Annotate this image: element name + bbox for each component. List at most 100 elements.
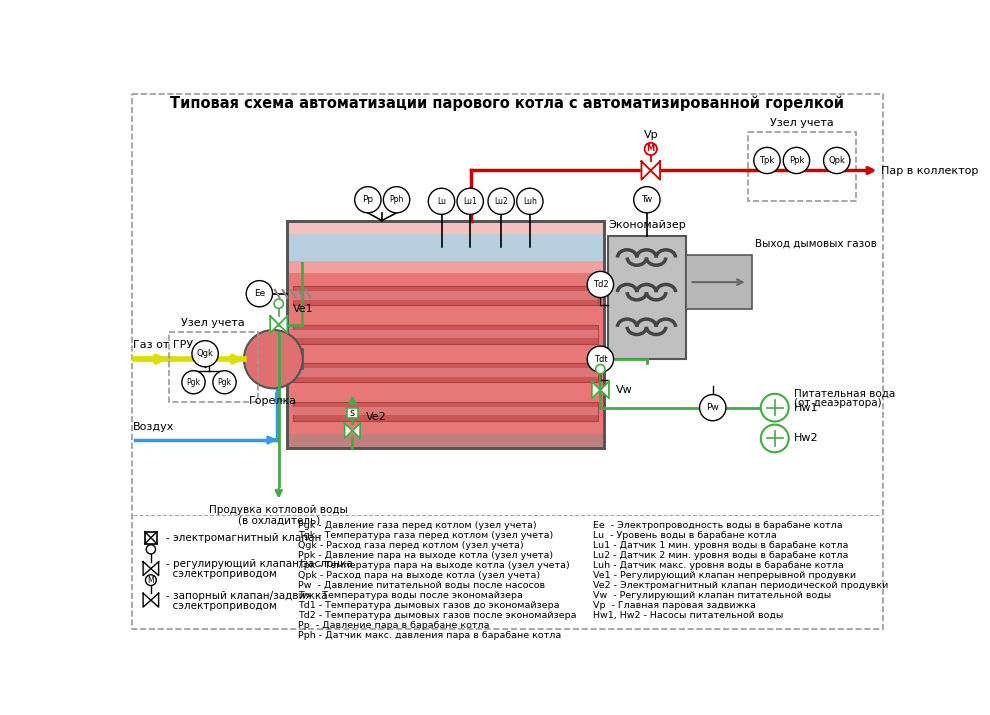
Circle shape [354,187,381,213]
Polygon shape [592,382,600,398]
Text: Воздух: Воздух [133,423,174,433]
Bar [346,408,357,418]
Polygon shape [600,382,609,398]
Bar [293,286,598,305]
Bar [145,532,157,544]
Text: Экономайзер: Экономайзер [608,220,686,230]
Circle shape [147,545,155,554]
Text: Td2: Td2 [593,280,608,289]
Text: Пар в коллектор: Пар в коллектор [881,165,978,175]
Polygon shape [279,316,287,333]
Circle shape [760,425,789,453]
Text: Горелка: Горелка [249,396,297,406]
Text: Pph - Датчик макс. давления пара в барабане котла: Pph - Датчик макс. давления пара в бараб… [298,631,561,640]
Text: - электромагнитный клапан: - электромагнитный клапан [166,533,322,543]
Bar [686,255,751,309]
Circle shape [596,365,605,374]
Text: Pgk - Давление газа перед котлом (узел учета): Pgk - Давление газа перед котлом (узел у… [298,521,537,530]
Polygon shape [642,162,650,179]
Polygon shape [345,423,352,438]
Circle shape [634,187,660,213]
Text: M: M [646,144,654,154]
Text: Hw1, Hw2 - Насосы питательной воды: Hw1, Hw2 - Насосы питательной воды [593,611,783,620]
Circle shape [247,280,272,307]
Circle shape [213,370,237,394]
Text: Продувка котловой воды: Продувка котловой воды [209,506,348,516]
Text: Qgk: Qgk [197,349,214,358]
Bar [293,330,598,338]
Polygon shape [150,562,158,576]
Text: Pw  - Давление питательной воды после насосов: Pw - Давление питательной воды после нас… [298,581,545,590]
Text: Узел учета: Узел учета [770,118,834,128]
Bar [293,407,598,415]
Text: Выход дымовых газов: Выход дымовых газов [755,239,877,249]
Text: Luh - Датчик макс. уровня воды в барабане котла: Luh - Датчик макс. уровня воды в барабан… [593,561,843,570]
Text: Pgk: Pgk [186,378,201,387]
Polygon shape [352,423,360,438]
Bar [286,220,604,448]
Circle shape [244,330,303,388]
Text: Tpk - Температура пара на выходе котла (узел учета): Tpk - Температура пара на выходе котла (… [298,561,570,570]
Text: Vw: Vw [616,385,633,395]
Text: - запорный клапан/задвижка: - запорный клапан/задвижка [166,591,328,601]
Bar [168,332,257,402]
Circle shape [274,299,283,308]
Polygon shape [270,316,279,333]
Text: Lu: Lu [437,197,446,206]
Text: s: s [349,408,355,418]
Polygon shape [150,593,158,607]
Circle shape [457,188,483,214]
Text: Vp  - Главная паровая задвижка: Vp - Главная паровая задвижка [593,601,755,610]
Circle shape [753,147,780,174]
Circle shape [192,340,219,367]
Text: Tpk: Tpk [759,156,774,165]
Bar [286,220,604,235]
Text: Ve1 - Регулирующий клапан непрерывной продувки: Ve1 - Регулирующий клапан непрерывной пр… [593,571,855,580]
Text: (от деаэратора): (от деаэратора) [794,398,882,408]
Text: M: M [148,576,154,585]
Text: Qpk - Расход пара на выходе котла (узел учета): Qpk - Расход пара на выходе котла (узел … [298,571,541,580]
Bar [747,132,856,202]
Text: Lu1 - Датчик 1 мин. уровня воды в барабане котла: Lu1 - Датчик 1 мин. уровня воды в бараба… [593,541,848,550]
Text: Pp: Pp [362,195,373,204]
Bar [286,434,604,448]
Circle shape [824,147,850,174]
Circle shape [517,188,544,214]
Text: сэлектроприводом: сэлектроприводом [166,601,277,611]
Bar [286,349,303,369]
Polygon shape [650,162,660,179]
Text: Hw2: Hw2 [794,433,819,443]
Bar [293,368,598,377]
Text: Lu  - Уровень воды в барабане котла: Lu - Уровень воды в барабане котла [593,531,776,540]
Polygon shape [144,593,150,607]
Circle shape [488,188,515,214]
Text: Ee  - Электропроводность воды в барабане котла: Ee - Электропроводность воды в барабане … [593,521,842,530]
Text: Tw: Tw [642,195,652,204]
Text: Питательная вода: Питательная вода [794,389,895,399]
Text: (в охладитель): (в охладитель) [238,516,320,526]
Circle shape [146,575,156,586]
Text: Ee: Ee [253,289,265,298]
Bar [286,262,604,273]
Text: Ppk - Давление пара на выходе котла (узел учета): Ppk - Давление пара на выходе котла (узе… [298,551,553,560]
Text: Qpk: Qpk [829,156,845,165]
Text: - регулирующий клапан/заслонка: - регулирующий клапан/заслонка [166,559,353,569]
Text: Qgk - Расход газа перед котлом (узел учета): Qgk - Расход газа перед котлом (узел уче… [298,541,524,550]
Bar [293,363,598,383]
Bar [293,292,598,300]
Circle shape [182,370,205,394]
Text: Ve1: Ve1 [293,304,313,314]
Circle shape [644,143,657,155]
Text: Узел учета: Узел учета [181,318,246,328]
Bar [293,402,598,420]
Bar [608,236,686,359]
Circle shape [760,394,789,422]
Circle shape [429,188,454,214]
Circle shape [587,272,614,297]
Text: Ve2: Ve2 [366,412,387,422]
Bar [286,235,604,262]
Circle shape [700,395,726,420]
Circle shape [783,147,810,174]
Bar [286,220,604,448]
Circle shape [383,187,410,213]
